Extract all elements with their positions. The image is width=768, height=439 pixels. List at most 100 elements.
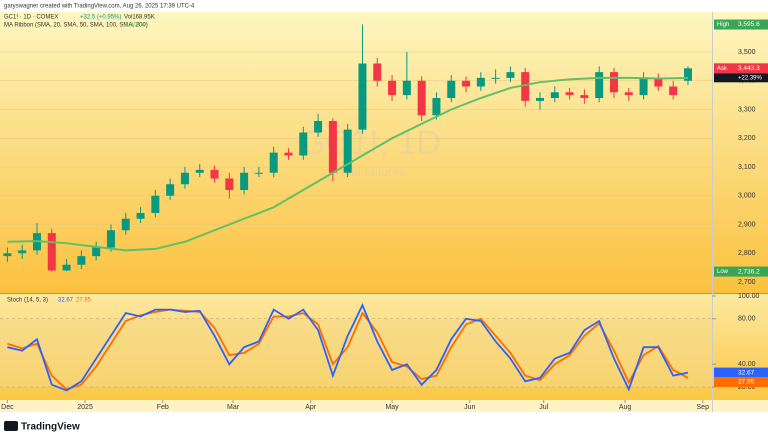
- x-tick-label: May: [385, 404, 399, 411]
- y-tick-label: 20.00: [738, 384, 756, 391]
- candle: [388, 75, 397, 101]
- candle: [358, 24, 367, 134]
- candle: [491, 69, 500, 84]
- candle: [609, 67, 618, 99]
- candle-body: [388, 80, 397, 96]
- candle-body: [106, 230, 115, 248]
- header: garyswagner created with TradingView.com…: [4, 4, 195, 10]
- candle-body: [373, 63, 382, 81]
- candle: [166, 178, 175, 201]
- candle: [180, 167, 189, 189]
- candle: [3, 247, 12, 262]
- marker-name: Ask: [717, 66, 728, 72]
- price-pane: [0, 12, 768, 293]
- ma-line: [7, 76, 688, 252]
- candle-body: [225, 178, 234, 190]
- candle-body: [536, 98, 545, 101]
- candle: [683, 66, 692, 86]
- logo-icon: [4, 421, 18, 431]
- marker-box: [714, 19, 768, 30]
- marker-label: 3,595.6: [738, 21, 760, 28]
- candle-body: [639, 77, 648, 96]
- candle-body: [624, 92, 633, 96]
- x-tick-label: Aug: [619, 404, 632, 411]
- y-tick-label: 3,200: [738, 135, 756, 142]
- ma-name: MA Ribbon (SMA, 20, SMA, 50, SMA, 100, S…: [4, 23, 148, 29]
- candle-body: [47, 233, 56, 271]
- candle: [521, 67, 530, 107]
- candle: [624, 87, 633, 101]
- candle-body: [77, 256, 86, 265]
- x-tick-label: Jul: [539, 404, 548, 411]
- watermark-sub: Gold Futures: [335, 165, 404, 179]
- y-tick-label: 100.00: [738, 293, 760, 300]
- candle-body: [136, 212, 145, 219]
- candle-body: [195, 169, 204, 173]
- change: +32.5 (+0.95%): [80, 15, 121, 21]
- y-tick-label: 3,500: [738, 49, 756, 56]
- candle-body: [491, 77, 500, 79]
- candle-body: [462, 80, 471, 87]
- candle: [536, 92, 545, 110]
- candle-body: [683, 68, 692, 81]
- marker-name: Low: [717, 269, 729, 275]
- time-axis: [0, 400, 768, 412]
- stoch-line: [7, 302, 689, 392]
- y-tick-label: 3,100: [738, 164, 756, 171]
- candle-body: [180, 172, 189, 185]
- candle-body: [328, 121, 337, 173]
- candle: [654, 73, 663, 91]
- volume: Vol168.95K: [124, 15, 155, 21]
- candle: [269, 146, 278, 178]
- candle-body: [284, 152, 293, 156]
- candle-body: [3, 253, 12, 257]
- candle-body: [62, 264, 71, 271]
- y-tick-label: 40.00: [738, 361, 756, 368]
- candle-body: [654, 77, 663, 87]
- candle: [373, 57, 382, 87]
- candle: [476, 72, 485, 91]
- candle-body: [166, 184, 175, 196]
- candle-body: [595, 72, 604, 99]
- candle: [18, 244, 27, 259]
- value-badge: [714, 367, 768, 378]
- candle-body: [476, 77, 485, 87]
- candle: [639, 72, 648, 100]
- candle: [284, 148, 293, 160]
- candle-body: [254, 172, 263, 174]
- y-tick-label: 80.00: [738, 316, 756, 323]
- candle: [106, 224, 115, 252]
- candle: [92, 241, 101, 261]
- stoch-k-value: 32.67: [58, 298, 74, 304]
- y-tick-label: 3,300: [738, 106, 756, 113]
- candle-body: [432, 98, 441, 116]
- x-tick-label: Feb: [157, 404, 169, 411]
- marker-name: High: [717, 22, 729, 28]
- candle: [240, 167, 249, 195]
- y-tick-label: 3,000: [738, 193, 756, 200]
- candle-body: [447, 80, 456, 99]
- x-tick-label: Dec: [1, 404, 14, 411]
- candle-body: [358, 63, 367, 130]
- x-tick-label: Mar: [227, 404, 240, 411]
- x-tick-label: Sep: [697, 404, 710, 411]
- value-badge-label: 27.95: [738, 379, 755, 386]
- candle: [195, 164, 204, 178]
- footer: TradingView: [4, 421, 80, 433]
- candle: [225, 172, 234, 199]
- candle: [314, 113, 323, 137]
- candle-body: [210, 169, 219, 179]
- candle: [62, 258, 71, 272]
- ma-value: 3,409.4: [125, 23, 146, 29]
- candle-body: [151, 195, 160, 213]
- candle: [121, 212, 130, 235]
- symbol: GC1! · 1D · COMEX: [4, 15, 58, 21]
- candle-body: [269, 152, 278, 173]
- candle: [254, 167, 263, 178]
- candle: [669, 80, 678, 100]
- legend: GC1! · 1D · COMEX +32.5 (+0.95%) Vol168.…: [4, 15, 155, 304]
- candle-body: [18, 250, 27, 254]
- candle: [565, 87, 574, 100]
- candle-body: [417, 80, 426, 116]
